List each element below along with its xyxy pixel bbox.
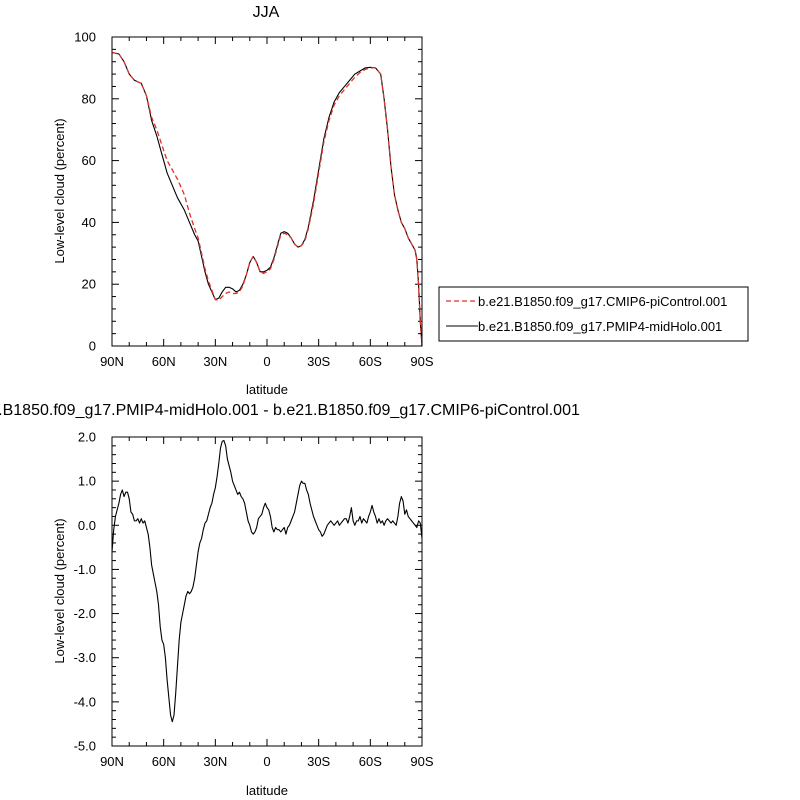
top-chart-grid-ticks	[111, 36, 423, 347]
legend-label-midholo: b.e21.B1850.f09_g17.PMIP4-midHolo.001	[478, 319, 722, 334]
bottom-chart-title: b.e21.B1850.f09_g17.PMIP4-midHolo.001 - …	[0, 402, 580, 419]
x-tick-label: 30S	[307, 754, 330, 769]
top-chart-x-axis-label: latitude	[246, 382, 288, 397]
x-tick-label: 60S	[359, 354, 382, 369]
bottom-chart-grid-ticks	[111, 436, 423, 747]
series-line-midholo	[111, 51, 423, 347]
x-tick-label: 30N	[203, 354, 227, 369]
bottom-chart-y-tick-labels: 2.0 1.0 0.0 -1.0 -2.0 -3.0 -4.0 -5.0	[74, 430, 96, 754]
bottom-chart-plot-frame	[111, 436, 423, 747]
y-tick-label: 0	[89, 339, 96, 354]
series-line-picontrol	[111, 51, 423, 347]
y-tick-label: -1.0	[74, 562, 96, 577]
top-chart-y-axis-label: Low-level cloud (percent)	[52, 118, 67, 263]
legend-label-picontrol: b.e21.B1850.f09_g17.CMIP6-piControl.001	[478, 294, 727, 309]
top-chart-plot-frame	[111, 36, 423, 347]
x-tick-label: 0	[263, 354, 270, 369]
y-tick-label: 20	[82, 277, 96, 292]
x-tick-label: 90N	[100, 754, 124, 769]
x-tick-label: 30N	[203, 754, 227, 769]
legend-box	[438, 286, 749, 342]
bottom-chart-x-axis-label: latitude	[246, 783, 288, 798]
top-chart-title: JJA	[253, 4, 280, 21]
x-tick-label: 90S	[410, 754, 433, 769]
series-line-difference	[111, 439, 423, 723]
y-tick-label: 100	[74, 30, 96, 45]
y-tick-label: -4.0	[74, 694, 96, 709]
bottom-chart-x-tick-labels: 90N 60N 30N 0 30S 60S 90S	[100, 754, 434, 769]
x-tick-label: 60N	[152, 754, 176, 769]
top-chart-panel: JJA 90N 60N 30N 0 30S 60S 90S 0 20 40 60 80 100 lat…	[52, 4, 749, 397]
x-tick-label: 90N	[100, 354, 124, 369]
x-tick-label: 30S	[307, 354, 330, 369]
y-tick-label: 2.0	[78, 430, 96, 445]
y-tick-label: -3.0	[74, 650, 96, 665]
top-chart-x-tick-labels: 90N 60N 30N 0 30S 60S 90S	[100, 354, 434, 369]
x-tick-label: 90S	[410, 354, 433, 369]
y-tick-label: 0.0	[78, 518, 96, 533]
bottom-chart-panel: b.e21.B1850.f09_g17.PMIP4-midHolo.001 - …	[0, 402, 580, 798]
y-tick-label: 1.0	[78, 474, 96, 489]
x-tick-label: 60S	[359, 754, 382, 769]
y-tick-label: 40	[82, 215, 96, 230]
bottom-chart-series	[111, 439, 423, 723]
y-tick-label: -5.0	[74, 739, 96, 754]
y-tick-label: 80	[82, 91, 96, 106]
top-chart-legend: b.e21.B1850.f09_g17.CMIP6-piControl.001 …	[438, 286, 749, 342]
top-chart-y-tick-labels: 0 20 40 60 80 100	[74, 30, 96, 354]
top-chart-series	[111, 51, 423, 347]
y-tick-label: -2.0	[74, 606, 96, 621]
x-tick-label: 60N	[152, 354, 176, 369]
y-tick-label: 60	[82, 153, 96, 168]
bottom-chart-y-axis-label: Low-level cloud (percent)	[52, 518, 67, 663]
x-tick-label: 0	[263, 754, 270, 769]
